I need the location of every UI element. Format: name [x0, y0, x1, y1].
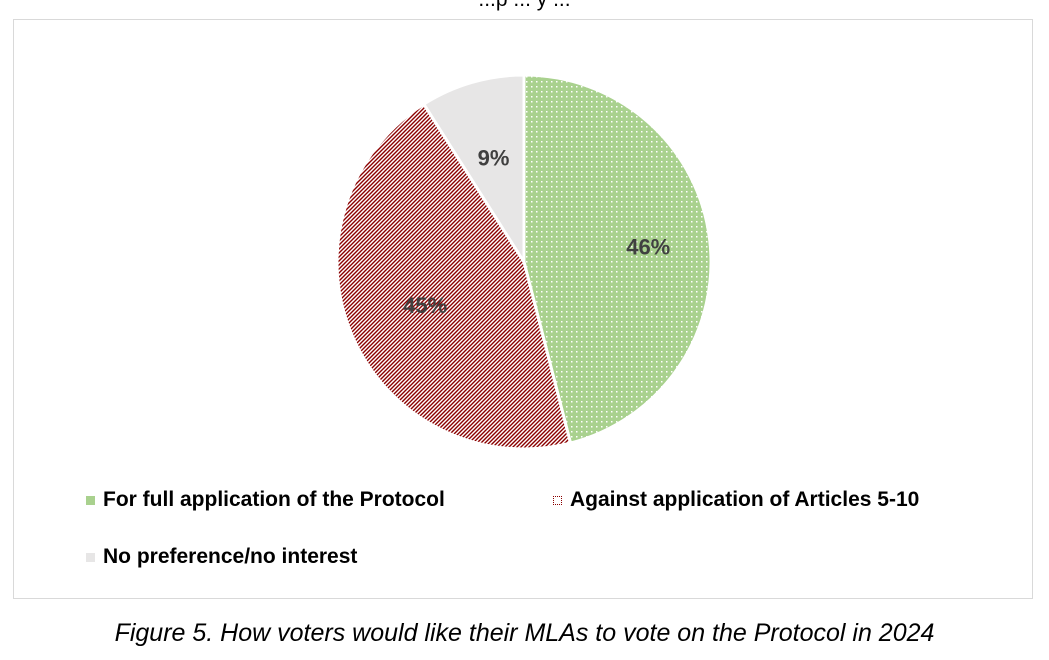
- legend-swatch-grey: [86, 552, 95, 562]
- cut-off-title: ...p ... y ...: [0, 0, 1049, 12]
- data-label-full-application: 46%: [626, 234, 670, 259]
- data-label-no-preference: 9%: [478, 145, 510, 170]
- legend-label: Against application of Articles 5-10: [570, 488, 920, 511]
- legend-item-no-preference: No preference/no interest: [86, 545, 357, 569]
- pie-slice-full-application: [522, 73, 713, 445]
- legend-item-against-articles: Against application of Articles 5-10: [553, 488, 919, 512]
- legend-item-full-application: For full application of the Protocol: [86, 488, 445, 512]
- legend-label: No preference/no interest: [103, 545, 358, 568]
- legend-swatch-red: [553, 495, 562, 505]
- pie-slice-no-preference: [421, 73, 526, 268]
- pie-slice-against-articles: [335, 102, 573, 451]
- legend-swatch-green: [86, 495, 95, 505]
- data-label-against-articles: 45%: [403, 293, 447, 318]
- legend-label: For full application of the Protocol: [103, 488, 445, 511]
- figure-caption: Figure 5. How voters would like their ML…: [114, 619, 935, 647]
